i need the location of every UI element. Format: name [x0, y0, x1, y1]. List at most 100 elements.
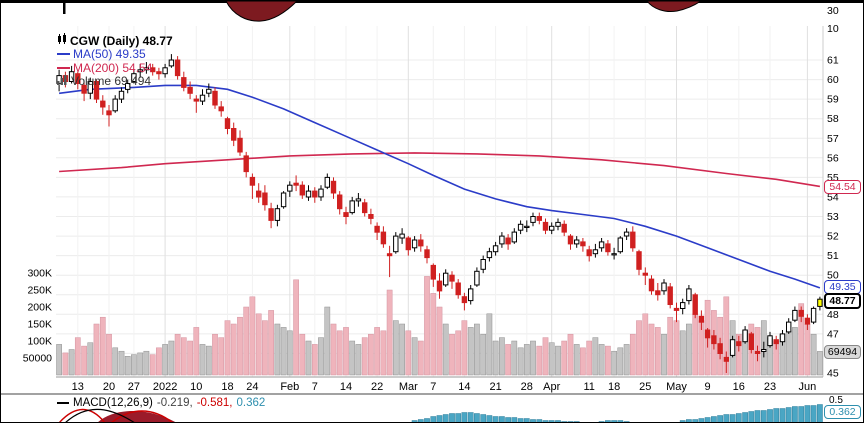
candle-body — [168, 59, 175, 67]
volume-bar — [280, 327, 287, 376]
volume-bar — [792, 327, 798, 376]
volume-bar — [810, 333, 817, 376]
volume-bar — [492, 340, 499, 376]
candle-body — [549, 225, 555, 231]
macd-histogram-bar — [424, 418, 430, 422]
candle-body — [312, 190, 318, 198]
volume-bar — [424, 276, 430, 376]
volume-bar — [399, 323, 405, 376]
volume-bar — [636, 320, 642, 376]
candle-body — [729, 339, 736, 356]
volume-bar — [411, 337, 418, 376]
ma50-legend-label: MA(50) 49.35 — [73, 47, 146, 62]
candle-body — [349, 200, 355, 214]
macd-histogram-bar — [492, 416, 499, 422]
candle-body — [611, 253, 617, 256]
macd-legend: MACD(12,26,9) -0.219, -0.581, 0.362 — [57, 397, 265, 409]
volume-bar — [137, 352, 144, 376]
candle-body — [187, 86, 193, 94]
candle-body — [792, 309, 798, 321]
date-tick-label: 14 — [458, 381, 470, 393]
macd-histogram-bar — [430, 416, 437, 422]
volume-bar — [611, 350, 617, 376]
volume-tick-label: 150K — [27, 319, 52, 331]
volume-bar — [180, 337, 187, 376]
candle-body — [692, 294, 698, 315]
candle-body — [586, 249, 592, 257]
candle-body — [118, 90, 125, 100]
candle-body — [667, 286, 673, 305]
candle-body — [636, 251, 642, 270]
macd-signal-value: -0.581, — [196, 397, 233, 409]
candle-body — [330, 180, 337, 194]
volume-bar — [156, 347, 162, 376]
macd-histogram-bar — [461, 412, 468, 422]
price-tick-label: 50 — [827, 270, 839, 282]
candle-body — [798, 309, 804, 317]
macd-histogram-bar — [717, 415, 723, 422]
date-tick-label: 25 — [639, 381, 651, 393]
macd-histogram-bar — [792, 406, 798, 422]
candle-body — [249, 176, 256, 186]
volume-bar — [330, 323, 337, 376]
volume-bar — [785, 330, 792, 376]
top-panel-tick-label: 30 — [827, 5, 839, 17]
volume-legend-row: Volume 69,494 — [57, 74, 173, 89]
volume-bar — [417, 340, 424, 376]
macd-histogram-bar — [704, 417, 711, 422]
macd-histogram-bar — [573, 421, 580, 422]
macd-histogram-bar — [754, 410, 761, 422]
date-tick-label: 28 — [521, 381, 533, 393]
candle-body — [580, 241, 586, 247]
indicator-area-fragment — [646, 1, 702, 12]
candle-body — [287, 184, 293, 192]
macd-signal-line-fragment — [111, 410, 173, 422]
volume-bar — [305, 340, 312, 376]
indicator-spike-fragment — [63, 1, 66, 14]
macd-hist-callout: 0.362 — [824, 405, 861, 419]
indicator-area-fragment — [225, 1, 298, 22]
macd-histogram-bar — [711, 416, 717, 422]
ma200-line — [59, 152, 821, 188]
volume-bar — [286, 330, 293, 376]
candle-body — [449, 274, 455, 282]
volume-bar — [106, 333, 112, 376]
candle-body — [530, 216, 536, 223]
date-tick-label: 20 — [103, 381, 115, 393]
candle-body — [542, 221, 549, 231]
candle-body — [810, 307, 817, 323]
candle-body — [505, 237, 511, 245]
price-tick-label: 54 — [827, 191, 839, 203]
candle-body — [199, 94, 206, 102]
candle-body — [150, 67, 156, 73]
macd-histogram-bar — [742, 412, 748, 422]
macd-histogram-bar — [505, 417, 511, 422]
macd-histogram-bar — [567, 421, 574, 422]
candle-body — [362, 202, 368, 214]
candle-body — [137, 69, 143, 73]
date-tick-label: 18 — [221, 381, 233, 393]
candle-body — [767, 335, 773, 347]
candle-body — [156, 71, 162, 75]
macd-histogram-bar — [760, 410, 767, 422]
macd-histogram-bar — [517, 418, 524, 422]
candle-body — [343, 212, 349, 218]
date-tick-label: 18 — [608, 381, 620, 393]
volume-bar — [131, 354, 137, 376]
price-tick-label: 45 — [827, 368, 839, 380]
candle-body — [368, 214, 374, 219]
macd-histogram-bar — [773, 408, 780, 422]
macd-histogram-bar — [467, 412, 474, 422]
macd-histogram-bar — [723, 414, 730, 422]
macd-histogram-bar — [449, 413, 455, 422]
candle-body — [630, 231, 636, 249]
volume-bar — [555, 345, 561, 376]
volume-bar — [654, 327, 661, 376]
macd-histogram-bar — [480, 414, 487, 422]
volume-legend-label: Volume 69,494 — [71, 74, 152, 89]
candle-body — [486, 251, 493, 259]
volume-bar — [143, 350, 150, 376]
volume-bar — [629, 333, 636, 376]
volume-bar — [299, 333, 306, 376]
